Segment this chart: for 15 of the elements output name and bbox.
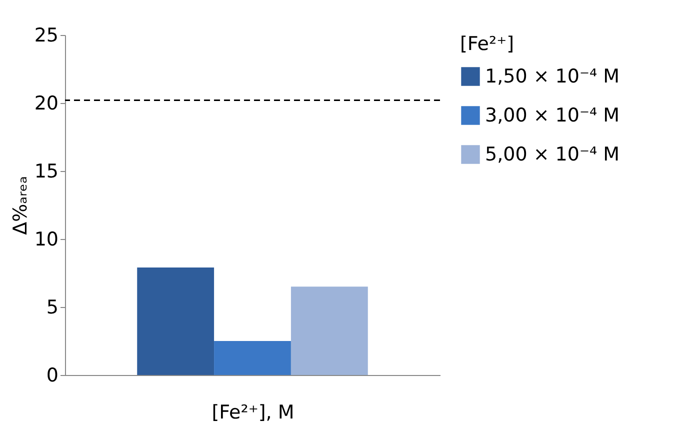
legend-label: 3,00 × 10⁻⁴ M: [485, 104, 620, 126]
legend-label: 5,00 × 10⁻⁴ M: [485, 144, 620, 166]
y-tick-label: 10: [34, 228, 58, 250]
y-tick-label: 25: [34, 24, 58, 46]
y-axis-title: Δ%ₐᵣₑₐ: [9, 176, 32, 235]
y-tick-label: 20: [34, 92, 58, 114]
x-axis-title: [Fe²⁺], M: [212, 402, 294, 424]
y-tick-label: 5: [46, 296, 58, 318]
legend-label: 1,50 × 10⁻⁴ M: [485, 66, 620, 88]
y-tick-label: 0: [46, 364, 58, 386]
y-tick-label: 15: [34, 160, 58, 182]
legend-title: [Fe²⁺]: [460, 33, 514, 55]
bar: [214, 341, 291, 375]
bar: [137, 268, 214, 375]
bar: [290, 286, 368, 375]
